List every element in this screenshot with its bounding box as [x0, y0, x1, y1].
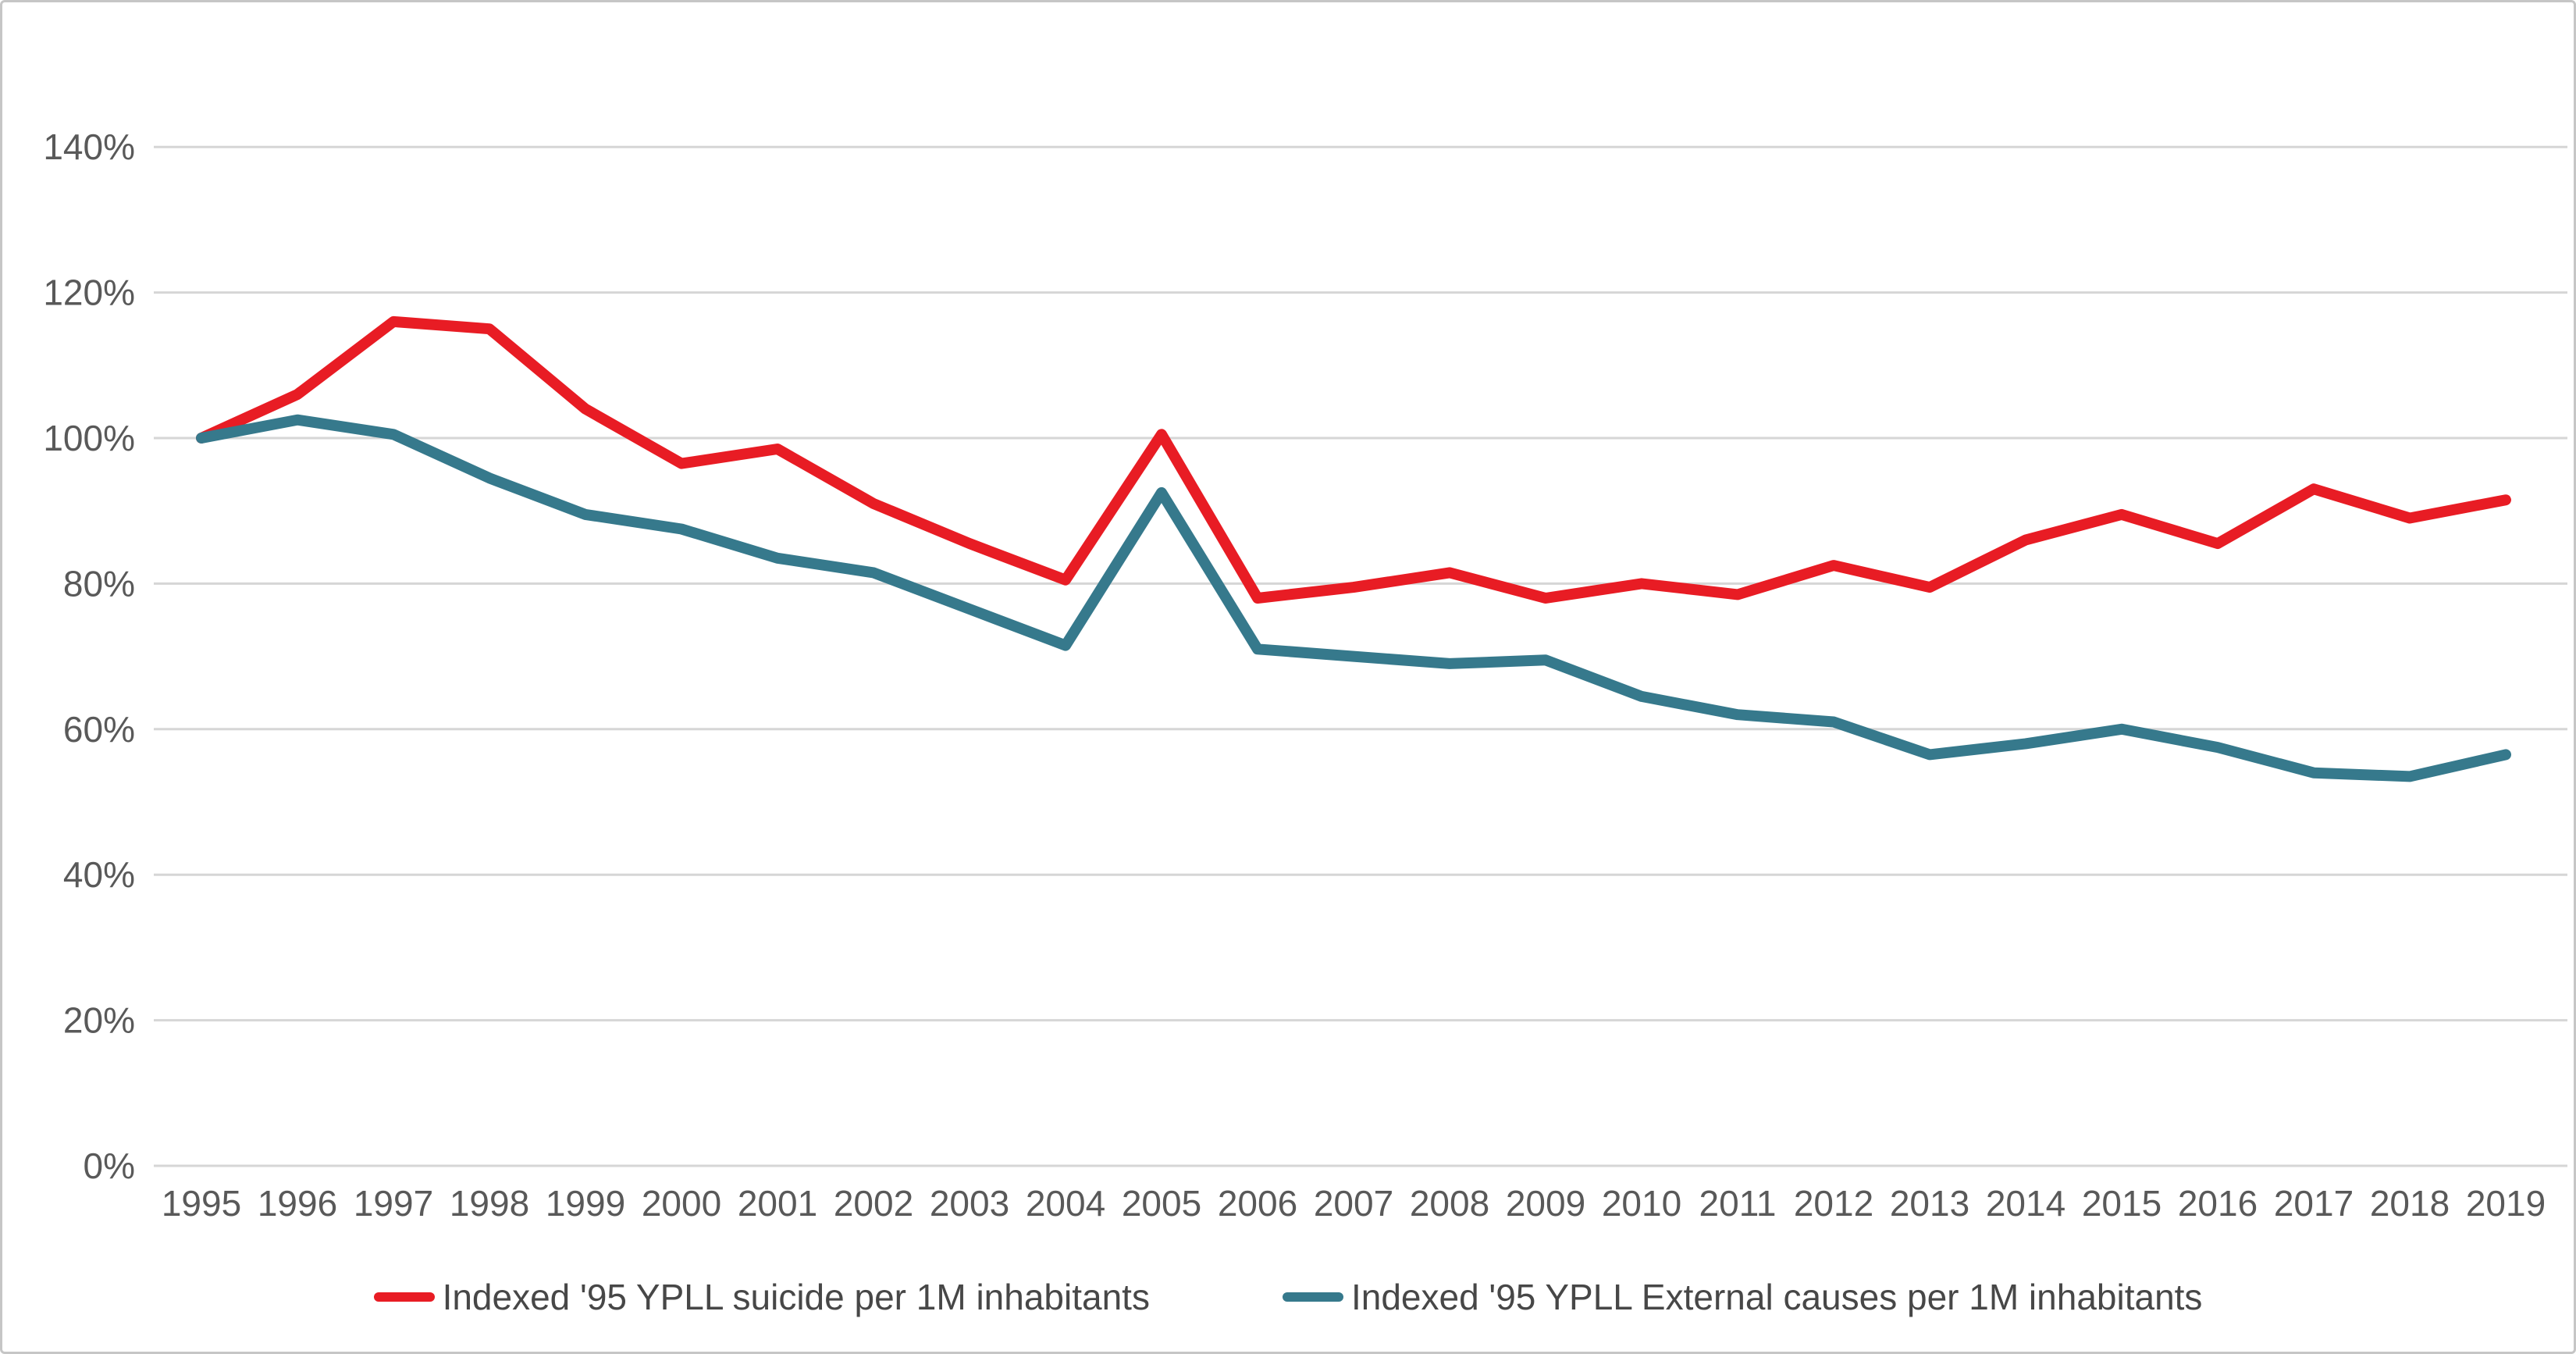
legend-line-icon-suicide — [373, 1292, 435, 1302]
x-axis-tick-label: 2017 — [2274, 1183, 2354, 1224]
x-axis-tick-label: 2015 — [2082, 1183, 2161, 1224]
x-axis-tick-label: 1995 — [162, 1183, 241, 1224]
x-axis-tick-label: 2018 — [2370, 1183, 2450, 1224]
y-axis-tick-label: 140% — [43, 126, 135, 167]
x-axis-tick-label: 2000 — [642, 1183, 721, 1224]
x-axis-tick-label: 2016 — [2178, 1183, 2258, 1224]
legend-item-suicide: Indexed '95 YPLL suicide per 1M inhabita… — [373, 1276, 1150, 1318]
x-axis-tick-label: 2004 — [1026, 1183, 1105, 1224]
legend-label-suicide: Indexed '95 YPLL suicide per 1M inhabita… — [442, 1277, 1150, 1317]
series-line-suicide — [196, 315, 2511, 604]
x-axis-tick-label: 1996 — [258, 1183, 337, 1224]
x-axis-tick-label: 2014 — [1986, 1183, 2065, 1224]
y-axis-tick-label: 100% — [43, 418, 135, 458]
x-axis-tick-label: 2011 — [1699, 1183, 1777, 1224]
x-axis-tick-label: 1998 — [450, 1183, 529, 1224]
y-axis-tick-label: 40% — [63, 854, 135, 895]
x-axis-tick-label: 1997 — [354, 1183, 433, 1224]
y-axis-tick-label: 60% — [63, 709, 135, 750]
x-axis-tick-label: 2009 — [1506, 1183, 1585, 1224]
x-axis-tick-label: 2010 — [1602, 1183, 1681, 1224]
y-axis-tick-label: 120% — [43, 273, 135, 313]
x-axis-tick-label: 1999 — [546, 1183, 625, 1224]
y-axis-tick-label: 80% — [63, 563, 135, 604]
legend-item-external: Indexed '95 YPLL External causes per 1M … — [1282, 1276, 2203, 1318]
legend-line-icon-external — [1282, 1292, 1343, 1302]
x-axis-tick-label: 2002 — [834, 1183, 913, 1224]
legend: Indexed '95 YPLL suicide per 1M inhabita… — [2, 1250, 2574, 1344]
x-axis-tick-label: 2001 — [738, 1183, 817, 1224]
y-axis-tick-label: 0% — [84, 1146, 135, 1186]
legend-label-external: Indexed '95 YPLL External causes per 1M … — [1350, 1277, 2203, 1317]
x-axis-tick-label: 2003 — [930, 1183, 1009, 1224]
x-axis-tick-label: 2019 — [2466, 1183, 2546, 1224]
x-axis-tick-label: 2006 — [1218, 1183, 1297, 1224]
x-axis-tick-label: 2007 — [1314, 1183, 1393, 1224]
x-axis-tick-label: 2013 — [1890, 1183, 1969, 1224]
x-axis-tick-label: 2005 — [1122, 1183, 1201, 1224]
x-axis-tick-label: 2012 — [1794, 1183, 1873, 1224]
series-line-external — [196, 414, 2511, 782]
x-axis-tick-label: 2008 — [1410, 1183, 1489, 1224]
y-axis-tick-label: 20% — [63, 1000, 135, 1041]
